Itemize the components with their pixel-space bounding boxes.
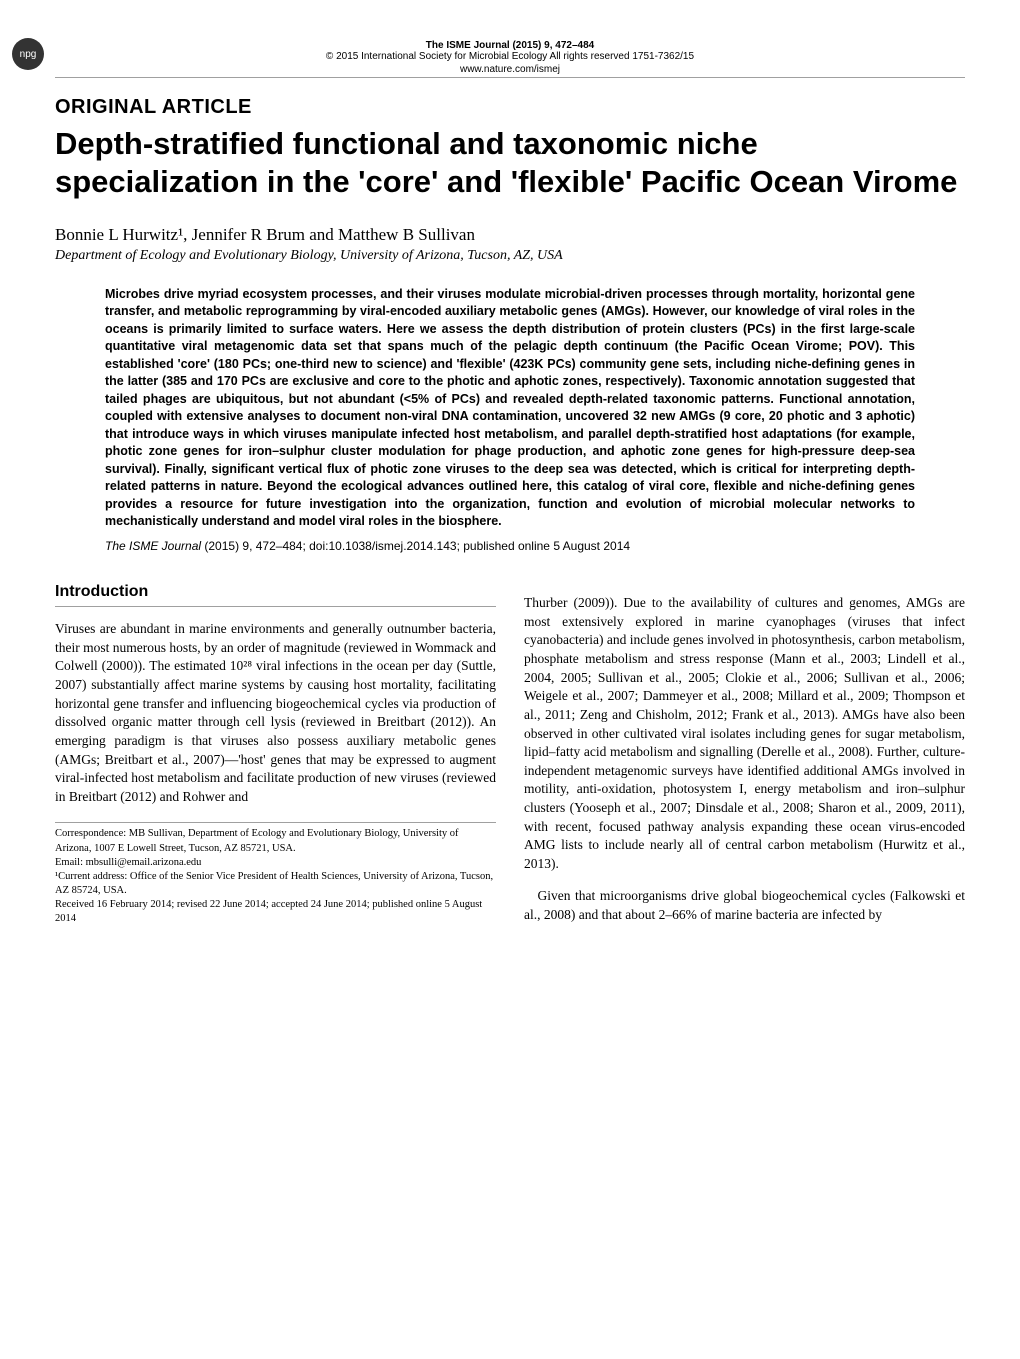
journal-url: www.nature.com/ismej [55,64,965,75]
journal-header: The ISME Journal (2015) 9, 472–484 © 201… [55,40,965,78]
footnote-current-address: ¹Current address: Office of the Senior V… [55,870,496,898]
citation-details: (2015) 9, 472–484; doi:10.1038/ismej.201… [201,539,630,553]
abstract-text: Microbes drive myriad ecosystem processe… [105,286,915,531]
citation-journal: The ISME Journal [105,539,201,553]
article-title: Depth-stratified functional and taxonomi… [55,125,965,201]
article-type: ORIGINAL ARTICLE [55,96,965,119]
column-left: Introduction Viruses are abundant in mar… [55,581,496,938]
journal-citation-line: The ISME Journal (2015) 9, 472–484 [55,40,965,51]
page-container: The ISME Journal (2015) 9, 472–484 © 201… [0,0,1020,978]
publisher-badge: npg [12,38,44,70]
body-paragraph: Viruses are abundant in marine environme… [55,620,496,806]
author-list: Bonnie L Hurwitz¹, Jennifer R Brum and M… [55,225,965,245]
footnotes-block: Correspondence: MB Sullivan, Department … [55,822,496,926]
body-paragraph: Thurber (2009)). Due to the availability… [524,594,965,873]
footnote-received: Received 16 February 2014; revised 22 Ju… [55,898,496,926]
body-columns: Introduction Viruses are abundant in mar… [55,581,965,938]
column-right: Thurber (2009)). Due to the availability… [524,581,965,938]
copyright-line: © 2015 International Society for Microbi… [55,51,965,62]
author-affiliation: Department of Ecology and Evolutionary B… [55,248,965,264]
body-paragraph: Given that microorganisms drive global b… [524,887,965,924]
footnote-email: Email: mbsulli@email.arizona.edu [55,856,496,870]
section-heading-introduction: Introduction [55,581,496,607]
footnote-correspondence: Correspondence: MB Sullivan, Department … [55,827,496,855]
article-citation: The ISME Journal (2015) 9, 472–484; doi:… [105,539,915,553]
